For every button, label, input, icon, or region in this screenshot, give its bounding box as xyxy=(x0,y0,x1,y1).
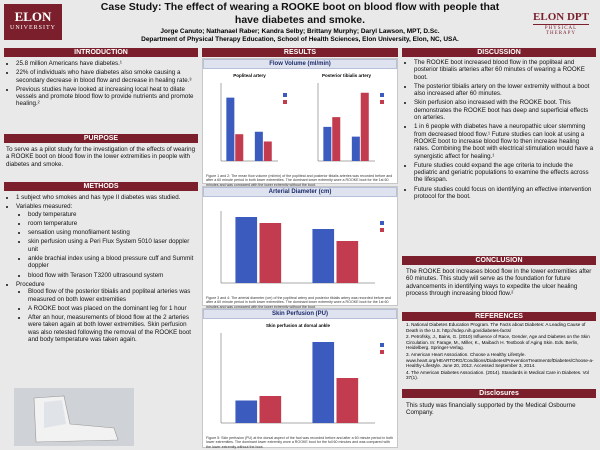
chart-title: Posterior tibialis artery xyxy=(322,73,372,78)
legend-swatch xyxy=(380,228,384,232)
bullet: Future studies could focus on identifyin… xyxy=(414,186,594,201)
boot-photo xyxy=(14,388,134,446)
bar xyxy=(351,136,360,161)
bullet: room temperature xyxy=(28,220,198,227)
bullet: skin perfusion using a Peri Flux System … xyxy=(28,238,198,253)
bullet: 22% of individuals who have diabetes als… xyxy=(16,69,198,84)
sub-list: body temperature room temperature sensatio… xyxy=(16,211,198,279)
sub-list: Blood flow of the posterior tibialis and… xyxy=(16,288,198,343)
bar xyxy=(259,396,282,423)
right-logo: ELON DPT PHYSICAL THERAPY xyxy=(525,6,597,40)
references-list: 1. National Diabetes Education Program. … xyxy=(406,322,594,382)
bullet-list: The ROOKE boot increased blood flow in t… xyxy=(404,59,594,200)
bullet: ankle brachial index using a blood press… xyxy=(28,255,198,270)
bullet: ProcedureBlood flow of the posterior tib… xyxy=(16,281,198,343)
bar xyxy=(226,97,235,161)
left-logo: ELON UNIVERSITY xyxy=(4,4,62,40)
bar xyxy=(259,223,282,283)
purpose-text: To serve as a pilot study for the invest… xyxy=(6,146,196,168)
reference: 4. The American Diabetes Association. (2… xyxy=(406,369,589,381)
section-heading: CONCLUSION xyxy=(402,256,596,265)
figure xyxy=(220,211,384,284)
section-heading: PURPOSE xyxy=(4,134,198,143)
section-heading: DISCUSSION xyxy=(402,48,596,57)
section-heading: RESULTS xyxy=(202,48,398,57)
bar xyxy=(235,400,258,423)
figure: Skin perfusion at dorsal ankle xyxy=(220,323,384,424)
bullet: Future studies could expand the age crit… xyxy=(414,162,594,184)
bar xyxy=(312,229,335,283)
intro-text: 25.8 million Americans have diabetes.¹ 22… xyxy=(6,60,198,110)
conclusion-text: The ROOKE boot increases blood flow in t… xyxy=(406,268,592,297)
figure-panel: Skin Perfusion (PU) Skin perfusion at do… xyxy=(202,308,398,449)
bullet-list: 25.8 million Americans have diabetes.¹ 22… xyxy=(6,60,198,108)
bullet: Skin perfusion also increased with the R… xyxy=(414,99,594,121)
bar xyxy=(235,134,244,161)
section-heading: METHODS xyxy=(4,182,198,191)
authors: Jorge Canuto; Nathanael Raber; Kandra Se… xyxy=(160,28,440,35)
bullet: 1 in 6 people with diabetes have a neuro… xyxy=(414,123,594,159)
section-heading: INTRODUCTION xyxy=(4,48,198,57)
bar xyxy=(263,141,272,161)
figure-heading: Arterial Diameter (cm) xyxy=(203,187,397,197)
bullet: A ROOKE boot was placed on the dominant … xyxy=(28,305,198,312)
reference: 3. American Heart Association. Choose a … xyxy=(406,351,594,369)
bullet: sensation using monofilament testing xyxy=(28,229,198,236)
bar xyxy=(336,378,359,423)
legend-swatch xyxy=(283,100,287,104)
bullet: 25.8 million Americans have diabetes.¹ xyxy=(16,60,198,67)
legend-swatch xyxy=(380,93,384,97)
legend-swatch xyxy=(380,221,384,225)
figure: Popliteal artery Posterior tibialis arter… xyxy=(220,73,384,162)
bar xyxy=(323,126,332,161)
disclosures-text: This study was financially supported by … xyxy=(406,402,576,417)
caption: Figure 1 and 2: The mean flow volume (ml… xyxy=(206,174,393,187)
affiliation: Department of Physical Therapy Education… xyxy=(141,36,459,43)
logo-text: ELON xyxy=(14,9,52,24)
bullet: body temperature xyxy=(28,211,198,218)
reference: 1. National Diabetes Education Program. … xyxy=(406,322,586,333)
bar xyxy=(312,342,335,423)
figure-heading: Flow Volume (ml/min) xyxy=(203,59,397,69)
section-heading: Disclosures xyxy=(402,389,596,398)
caption: Figure 3 and 4: The arterial diameter (c… xyxy=(206,296,391,309)
bullet: Variables measured:body temperature room … xyxy=(16,203,198,279)
bullet: The posterior tibialis artery on the low… xyxy=(414,83,594,98)
bullet: 1 subject who smokes and has type II dia… xyxy=(16,194,198,201)
section-heading: REFERENCES xyxy=(402,312,596,321)
reference: 2. Petrofsky, J., Bains, G. (2010) Influ… xyxy=(406,334,590,351)
bullet: Blood flow of the posterior tibialis and… xyxy=(28,288,198,303)
logo-text: UNIVERSITY xyxy=(10,25,56,31)
discussion-text: The ROOKE boot increased blood flow in t… xyxy=(404,59,594,202)
bar xyxy=(360,92,369,161)
bullet: After an hour, measurements of blood flo… xyxy=(28,314,198,343)
title: Case Study: The effect of wearing a ROOK… xyxy=(100,1,500,26)
bar xyxy=(332,117,341,161)
logo-text: PHYSICAL THERAPY xyxy=(533,24,589,36)
bullet-list: 1 subject who smokes and has type II dia… xyxy=(6,194,198,343)
label: Variables measured: xyxy=(16,203,73,211)
figure-heading: Skin Perfusion (PU) xyxy=(203,309,397,319)
figure-panel: Flow Volume (ml/min) Popliteal artery Pos… xyxy=(202,58,398,187)
label: Procedure xyxy=(16,280,45,288)
bar xyxy=(336,241,359,283)
logo-text: ELON DPT xyxy=(533,11,589,23)
legend-swatch xyxy=(380,100,384,104)
figure-panel: Arterial Diameter (cm) Figure 3 and 4: T… xyxy=(202,186,398,309)
bar xyxy=(235,217,258,283)
methods-text: 1 subject who smokes and has type II dia… xyxy=(6,194,198,345)
legend-swatch xyxy=(380,343,384,347)
legend-swatch xyxy=(283,93,287,97)
bar xyxy=(254,131,263,161)
bullet: The ROOKE boot increased blood flow in t… xyxy=(414,59,594,81)
bullet: Previous studies have looked at increasi… xyxy=(16,86,198,108)
chart-title: Skin perfusion at dorsal ankle xyxy=(266,323,331,328)
caption: Figure 5: Skin perfusion (PU) at the dor… xyxy=(206,436,394,449)
legend-swatch xyxy=(380,350,384,354)
chart-title: Popliteal artery xyxy=(233,73,266,78)
bullet: blood flow with Terason T3200 ultrasound… xyxy=(28,272,198,279)
